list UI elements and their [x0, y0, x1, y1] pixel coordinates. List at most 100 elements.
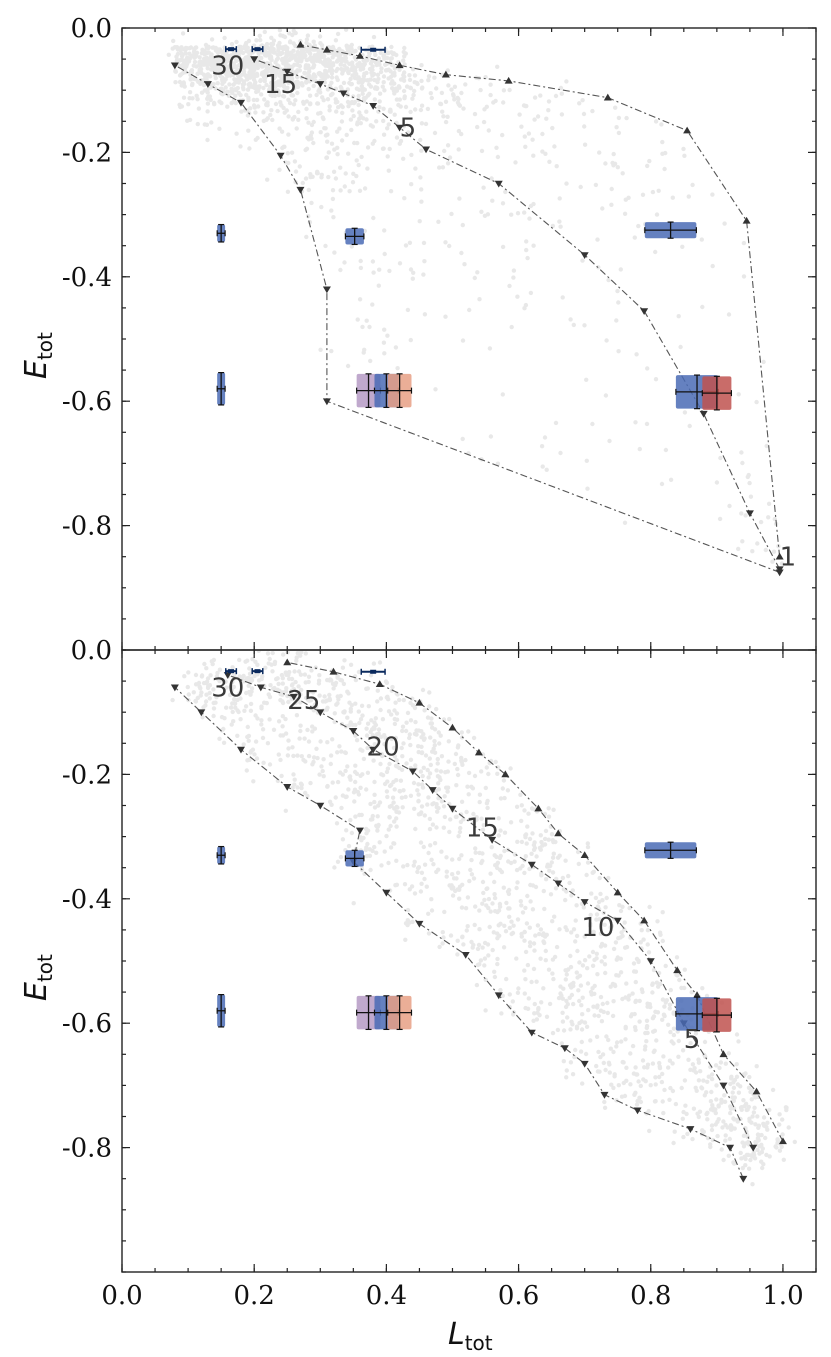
scatter-point: [273, 67, 279, 72]
scatter-point: [332, 865, 337, 870]
scatter-point: [400, 724, 406, 729]
scatter-point: [365, 828, 371, 833]
scatter-point: [376, 56, 382, 61]
scatter-point: [675, 973, 680, 978]
scatter-point: [362, 186, 368, 191]
scatter-point: [418, 137, 423, 143]
scatter-point: [484, 801, 490, 806]
scatter-point: [597, 1069, 602, 1074]
scatter-point: [409, 182, 414, 187]
scatter-point: [662, 166, 667, 172]
scatter-point: [323, 57, 328, 63]
scatter-point: [570, 888, 575, 893]
scatter-point: [278, 72, 283, 77]
scatter-point: [319, 175, 324, 180]
scatter-point: [426, 911, 431, 916]
scatter-point: [233, 51, 238, 56]
scatter-point: [439, 90, 445, 96]
scatter-point: [477, 799, 482, 805]
scatter-point: [370, 302, 375, 307]
scatter-point: [251, 74, 256, 80]
track-outer-marker: [329, 667, 338, 675]
scatter-point: [515, 211, 521, 216]
scatter-point: [616, 130, 622, 136]
scatter-point: [497, 867, 503, 873]
scatter-point: [236, 80, 241, 85]
scatter-point: [207, 696, 212, 701]
scatter-point: [527, 943, 533, 949]
track-inner-marker: [600, 1091, 609, 1099]
scatter-point: [588, 921, 593, 926]
scatter-point: [449, 211, 454, 217]
scatter-point: [543, 151, 548, 156]
scatter-point: [596, 1013, 601, 1019]
scatter-point: [228, 63, 233, 68]
scatter-point: [445, 161, 451, 166]
scatter-point: [313, 665, 318, 670]
scatter-point: [335, 152, 340, 157]
scatter-point: [226, 72, 231, 77]
scatter-point: [323, 243, 328, 249]
scatter-point: [235, 708, 240, 713]
scatter-point: [409, 152, 414, 158]
scatter-point: [292, 86, 297, 91]
scatter-point: [718, 1060, 724, 1065]
scatter-point: [374, 850, 379, 855]
scatter-point: [291, 80, 297, 86]
scatter-point: [624, 115, 629, 121]
scatter-point: [455, 772, 461, 778]
scatter-point: [716, 1117, 721, 1122]
scatter-point: [236, 62, 242, 68]
scatter-point: [645, 942, 650, 947]
scatter-point: [499, 869, 505, 875]
scatter-point: [614, 957, 619, 962]
scatter-point: [298, 50, 303, 55]
scatter-point: [527, 216, 532, 221]
scatter-point: [383, 679, 389, 684]
scatter-point: [263, 62, 269, 68]
scatter-point: [402, 54, 407, 59]
scatter-point: [745, 1107, 750, 1112]
scatter-point: [408, 793, 414, 798]
scatter-point: [358, 773, 363, 778]
scatter-point: [719, 1097, 724, 1103]
scatter-point: [700, 304, 705, 310]
scatter-point: [335, 750, 340, 755]
scatter-point: [196, 79, 201, 85]
scatter-point: [265, 741, 271, 746]
scatter-point: [553, 420, 559, 426]
scatter-point: [488, 434, 494, 439]
scatter-point: [494, 854, 499, 860]
scatter-point: [403, 243, 409, 248]
scatter-point: [367, 324, 372, 330]
scatter-point: [218, 55, 223, 60]
scatter-point: [241, 81, 247, 87]
scatter-point: [329, 678, 334, 683]
scatter-point: [739, 511, 744, 516]
scatter-point: [551, 807, 556, 812]
scatter-point: [229, 70, 235, 75]
scatter-point: [446, 739, 451, 744]
scatter-point: [229, 66, 234, 71]
scatter-point: [367, 91, 372, 97]
scatter-point: [384, 68, 390, 73]
scatter-point: [490, 901, 495, 906]
scatter-point: [291, 28, 296, 33]
scatter-point: [350, 63, 355, 68]
scatter-point: [680, 1116, 685, 1122]
scatter-point: [385, 333, 390, 338]
scatter-point: [181, 80, 186, 85]
scatter-point: [287, 40, 293, 45]
scatter-point: [667, 1002, 673, 1007]
scatter-point: [302, 70, 307, 76]
scatter-point: [337, 46, 342, 52]
track-inner-marker: [560, 1045, 569, 1053]
scatter-point: [560, 295, 565, 300]
scatter-point: [392, 70, 397, 76]
scatter-point: [408, 86, 414, 91]
scatter-point: [301, 51, 306, 56]
scatter-point: [581, 111, 587, 117]
scatter-point: [249, 686, 255, 691]
scatter-point: [705, 1079, 710, 1085]
scatter-point: [203, 76, 208, 81]
